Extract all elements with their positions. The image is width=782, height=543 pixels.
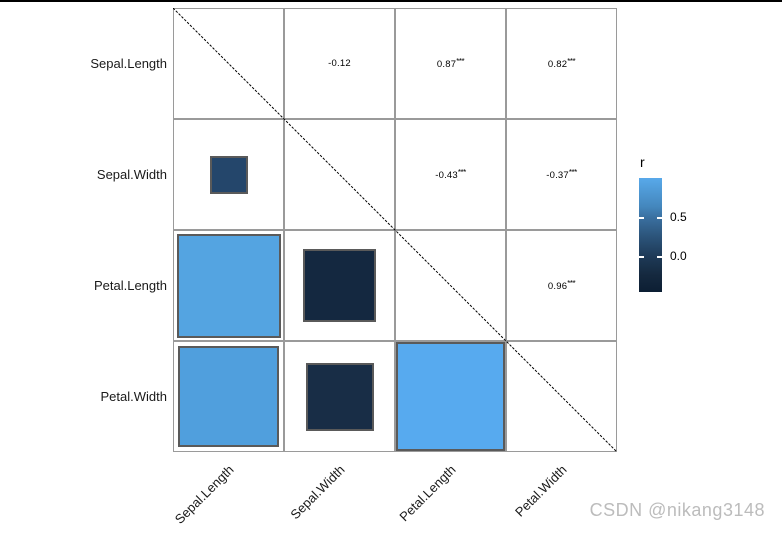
corr-value-Sepal.Width-Petal.Width: -0.37***: [546, 168, 577, 181]
correlation-matrix-panel: -0.12 0.87*** 0.82*** -0.43*** -0.37*** 0.96*…: [173, 8, 617, 452]
matrix-cell-Petal.Length-x-Sepal.Width: [284, 230, 395, 341]
legend-tick-mark: [639, 217, 644, 219]
matrix-cell-Petal.Width-x-Petal.Length: [395, 341, 506, 452]
legend-tick-label-0.5: 0.5: [670, 210, 687, 224]
matrix-grid: -0.12 0.87*** 0.82*** -0.43*** -0.37*** 0.96*…: [173, 8, 617, 452]
col-label-Petal.Width: Petal.Width: [511, 462, 570, 520]
legend-tick-mark: [657, 256, 662, 258]
matrix-cell-Petal.Length-x-Petal.Length: [395, 230, 506, 341]
matrix-cell-Sepal.Length-x-Sepal.Width: -0.12: [284, 8, 395, 119]
row-label-Petal.Width: Petal.Width: [100, 388, 167, 404]
matrix-cell-Sepal.Width-x-Sepal.Length: [173, 119, 284, 230]
col-label-Sepal.Length: Sepal.Length: [171, 462, 237, 527]
matrix-cell-Sepal.Length-x-Petal.Length: 0.87***: [395, 8, 506, 119]
corr-square-Sepal.Width-Sepal.Length: [209, 155, 248, 194]
matrix-cell-Petal.Width-x-Sepal.Length: [173, 341, 284, 452]
corr-square-Petal.Width-Petal.Length: [396, 342, 505, 451]
corr-square-Petal.Width-Sepal.Length: [178, 346, 279, 447]
significance-stars: ***: [568, 168, 577, 177]
matrix-cell-Petal.Length-x-Petal.Width: 0.96***: [506, 230, 617, 341]
matrix-cell-Sepal.Length-x-Sepal.Length: [173, 8, 284, 119]
col-label-Petal.Length: Petal.Length: [395, 462, 459, 525]
matrix-cell-Sepal.Length-x-Petal.Width: 0.82***: [506, 8, 617, 119]
col-label-Sepal.Width: Sepal.Width: [286, 462, 348, 523]
corr-value-Sepal.Length-Sepal.Width: -0.12: [328, 58, 351, 69]
row-label-Petal.Length: Petal.Length: [93, 277, 167, 293]
matrix-cell-Sepal.Width-x-Petal.Length: -0.43***: [395, 119, 506, 230]
matrix-cell-Petal.Length-x-Sepal.Length: [173, 230, 284, 341]
corr-value-Sepal.Length-Petal.Width: 0.82***: [547, 57, 576, 70]
legend-tick-mark: [657, 217, 662, 219]
matrix-cell-Petal.Width-x-Sepal.Width: [284, 341, 395, 452]
image-top-border: [0, 0, 782, 2]
legend-title: r: [640, 154, 645, 170]
corr-value-Petal.Length-Petal.Width: 0.96***: [547, 279, 576, 292]
matrix-cell-Sepal.Width-x-Sepal.Width: [284, 119, 395, 230]
corr-value-Sepal.Length-Petal.Length: 0.87***: [436, 57, 465, 70]
color-legend: r 0.5 0.0: [639, 154, 687, 292]
corr-square-Petal.Length-Sepal.Width: [303, 249, 376, 322]
significance-stars: ***: [457, 168, 466, 177]
csdn-watermark: CSDN @nikang3148: [589, 500, 765, 520]
significance-stars: ***: [567, 57, 576, 66]
row-label-Sepal.Length: Sepal.Length: [90, 55, 167, 71]
corr-square-Petal.Length-Sepal.Length: [176, 233, 281, 338]
legend-gradient-bar: 0.5 0.0: [639, 178, 687, 292]
matrix-cell-Petal.Width-x-Petal.Width: [506, 341, 617, 452]
corr-square-Petal.Width-Sepal.Width: [305, 362, 374, 431]
legend-tick-mark: [639, 256, 644, 258]
matrix-cell-Sepal.Width-x-Petal.Width: -0.37***: [506, 119, 617, 230]
legend-tick-label-0.0: 0.0: [670, 249, 687, 263]
significance-stars: ***: [567, 279, 576, 288]
corr-value-Sepal.Width-Petal.Length: -0.43***: [435, 168, 466, 181]
row-label-Sepal.Width: Sepal.Width: [96, 166, 167, 182]
significance-stars: ***: [456, 57, 465, 66]
